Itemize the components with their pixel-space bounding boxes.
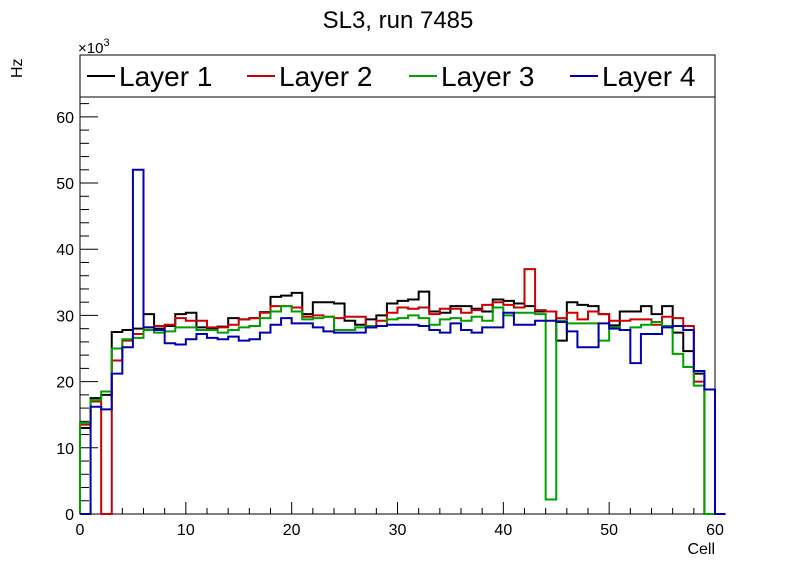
series-lines	[79, 168, 726, 515]
x-tick-labels: 0 10 20 30 40 50 60	[76, 522, 724, 539]
series-line-layer-3	[79, 305, 715, 515]
x-tick-label: 30	[389, 522, 407, 539]
legend: Layer 1 Layer 2 Layer 3 Layer 4	[79, 54, 716, 98]
y-axis-multiplier: ×103	[78, 37, 110, 57]
x-tick-label: 10	[177, 522, 195, 539]
series-line-layer-4	[80, 168, 726, 515]
y-tick-label: 0	[65, 507, 74, 524]
y-tick-label: 40	[56, 242, 74, 259]
chart-title: SL3, run 7485	[323, 7, 474, 34]
legend-label-layer-3: Layer 3	[441, 61, 534, 92]
y-tick-label: 50	[56, 176, 74, 193]
y-tick-label: 30	[56, 308, 74, 325]
legend-label-layer-2: Layer 2	[279, 61, 372, 92]
y-tick-labels: 0 10 20 30 40 50 60	[56, 110, 74, 524]
x-tick-label: 50	[600, 522, 618, 539]
x-tick-label: 20	[283, 522, 301, 539]
series-line-layer-2	[79, 268, 715, 515]
y-tick-label: 10	[56, 441, 74, 458]
y-axis-label: Hz	[9, 58, 26, 78]
x-axis-label: Cell	[687, 541, 715, 558]
legend-box	[79, 54, 716, 98]
plot-frame	[79, 96, 716, 515]
y-tick-label: 60	[56, 110, 74, 127]
x-tick-label: 40	[494, 522, 512, 539]
legend-label-layer-4: Layer 4	[602, 61, 695, 92]
legend-label-layer-1: Layer 1	[119, 61, 212, 92]
y-tick-label: 20	[56, 375, 74, 392]
x-tick-label: 0	[76, 522, 85, 539]
x-tick-label: 60	[706, 522, 724, 539]
minor-ticks	[79, 103, 716, 515]
